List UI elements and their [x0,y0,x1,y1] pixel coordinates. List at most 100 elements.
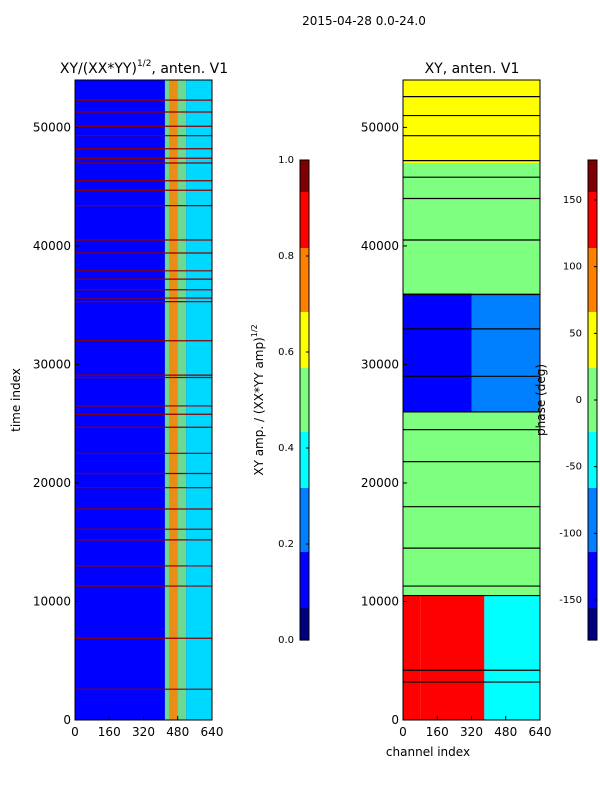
x-tick-label-3: 480 [494,725,517,739]
phase-x-ticks: 0 160 320 480 640 [399,716,551,739]
colorbar-segment-22 [300,336,309,345]
colorbar-segment-33 [588,424,597,433]
y-tick-label-4: 40000 [33,239,71,253]
phase-region-4 [403,293,472,412]
colorbar-segment-4 [300,192,309,201]
phase-colorbar-ticks: -150 -100 -50 0 50 100 150 [559,195,597,606]
colorbar-segment-38 [300,464,309,473]
phase-region-0 [403,595,421,720]
colorbar-segment-40 [300,480,309,489]
phase-colorbar: -150 -100 -50 0 50 100 150 phase (deg) [534,159,598,641]
colorbar-segment-37 [588,456,597,465]
amplitude-y-ticks: 0 10000 20000 30000 40000 50000 [33,120,79,727]
amplitude-band-2 [186,80,212,720]
colorbar-segment-19 [300,312,309,321]
colorbar-segment-57 [300,616,309,625]
amplitude-colorbar: 0.0 0.2 0.4 0.6 0.8 1.0 XY amp. / (XX*YY amp)… [250,155,310,646]
colorbar-segment-48 [588,544,597,553]
x-tick-label-4: 640 [529,725,552,739]
colorbar-segment-6 [588,208,597,217]
colorbar-segment-20 [588,320,597,329]
colorbar-segment-59 [300,632,309,641]
colorbar-tick-label-5: 1.0 [278,155,294,166]
colorbar-segment-21 [300,328,309,337]
colorbar-segment-28 [588,384,597,393]
colorbar-segment-50 [588,560,597,569]
colorbar-segment-3 [588,184,597,193]
colorbar-segment-25 [588,360,597,369]
y-tick-label-3: 30000 [361,357,399,371]
colorbar-segment-47 [588,536,597,545]
colorbar-tick-label-3: 0 [576,395,582,406]
colorbar-tick-label-6: 150 [563,195,582,206]
y-tick-label-1: 10000 [33,594,71,608]
phase-region-7 [403,80,540,163]
colorbar-segment-51 [588,568,597,577]
colorbar-segment-39 [588,472,597,481]
colorbar-segment-35 [588,440,597,449]
colorbar-segment-23 [588,344,597,353]
colorbar-segment-22 [588,336,597,345]
colorbar-segment-0 [588,160,597,169]
colorbar-segment-14 [588,272,597,281]
phase-region-5 [471,293,540,412]
colorbar-segment-27 [588,376,597,385]
colorbar-segment-42 [300,496,309,505]
colorbar-segment-35 [300,440,309,449]
colorbar-segment-2 [300,176,309,185]
colorbar-segment-53 [588,584,597,593]
colorbar-segment-6 [300,208,309,217]
y-tick-label-5: 50000 [33,120,71,134]
colorbar-segment-39 [300,472,309,481]
colorbar-segment-36 [300,448,309,457]
x-tick-label-1: 160 [98,725,121,739]
x-tick-label-0: 0 [71,725,79,739]
colorbar-segment-11 [588,248,597,257]
colorbar-segment-3 [300,184,309,193]
colorbar-tick-label-1: -100 [559,528,582,539]
colorbar-segment-41 [300,488,309,497]
colorbar-segment-18 [588,304,597,313]
colorbar-segment-8 [300,224,309,233]
colorbar-segment-17 [588,296,597,305]
colorbar-segment-0 [300,160,309,169]
y-tick-label-3: 30000 [33,357,71,371]
colorbar-segment-26 [588,368,597,377]
colorbar-segment-34 [300,432,309,441]
colorbar-segment-21 [588,328,597,337]
colorbar-segment-17 [300,296,309,305]
colorbar-segment-2 [588,176,597,185]
amplitude-colorbar-label: XY amp. / (XX*YY amp)1/2 [250,324,266,475]
colorbar-segment-33 [300,424,309,433]
amplitude-band-1 [169,80,178,720]
colorbar-segment-48 [300,544,309,553]
colorbar-segment-45 [588,520,597,529]
colorbar-segment-57 [588,616,597,625]
colorbar-segment-20 [300,320,309,329]
x-tick-label-2: 320 [132,725,155,739]
colorbar-segment-56 [588,608,597,617]
phase-panel: XY, anten. V1 0 160 320 480 640 0 10000 20000 3… [361,61,552,759]
figure-suptitle: 2015-04-28 0.0-24.0 [302,14,426,28]
colorbar-segment-32 [588,416,597,425]
amplitude-colorbar-gradient [300,160,309,641]
colorbar-segment-10 [588,240,597,249]
colorbar-segment-55 [300,600,309,609]
colorbar-segment-45 [300,520,309,529]
amplitude-heatmap [75,80,212,720]
y-tick-label-2: 20000 [33,476,71,490]
colorbar-tick-label-1: 0.2 [278,539,294,550]
colorbar-segment-58 [588,624,597,633]
colorbar-tick-label-3: 0.6 [278,347,294,358]
colorbar-segment-52 [588,576,597,585]
colorbar-segment-31 [300,408,309,417]
colorbar-segment-53 [300,584,309,593]
colorbar-segment-7 [588,216,597,225]
colorbar-segment-13 [588,264,597,273]
colorbar-segment-30 [588,400,597,409]
colorbar-segment-28 [300,384,309,393]
colorbar-segment-46 [300,528,309,537]
x-tick-label-0: 0 [399,725,407,739]
colorbar-segment-9 [300,232,309,241]
phase-y-ticks: 0 10000 20000 30000 40000 50000 [361,120,407,727]
